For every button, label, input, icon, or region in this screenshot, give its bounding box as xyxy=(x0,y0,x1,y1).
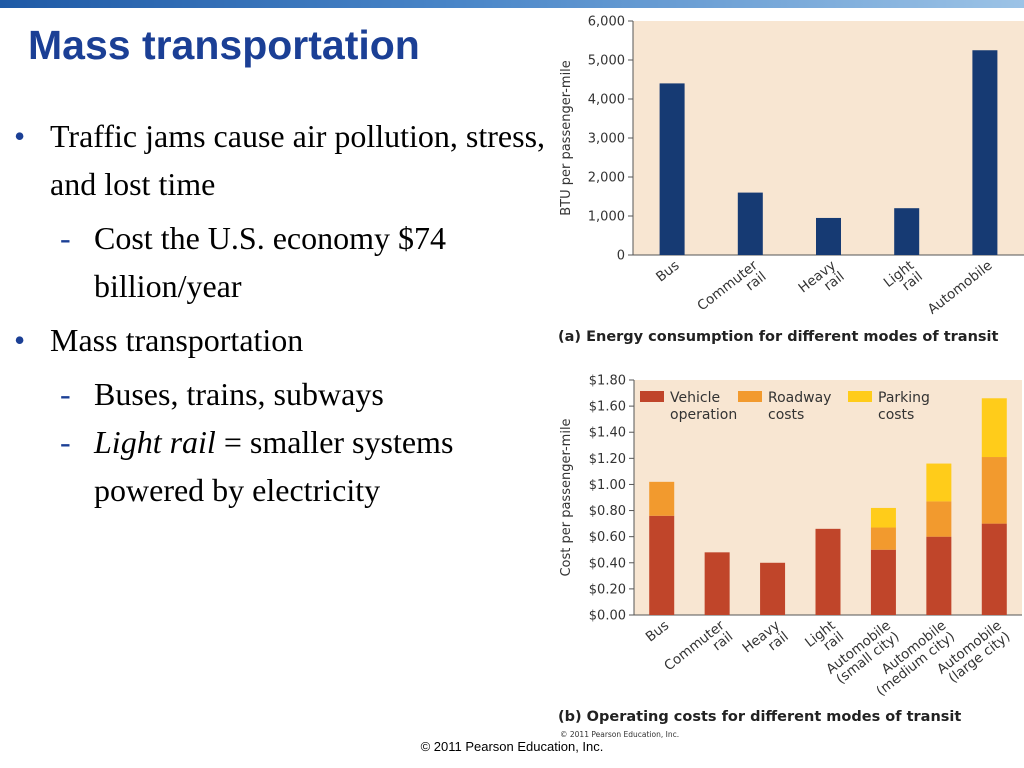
legend-label: Parking xyxy=(878,390,930,406)
bar-segment xyxy=(926,536,952,615)
bar xyxy=(737,192,763,255)
bar-segment xyxy=(926,501,952,537)
x-tick-label-line: Automobile xyxy=(925,258,996,318)
bullet-marker: - xyxy=(60,376,71,412)
x-tick-label: Automobile xyxy=(925,258,996,318)
bullet-text: Traffic jams cause air pollution, stress… xyxy=(50,118,546,202)
y-axis-label: BTU per passenger-mile xyxy=(559,60,574,216)
bullet-marker: - xyxy=(60,424,71,460)
x-tick-label: Bus xyxy=(643,618,672,646)
legend-swatch xyxy=(848,391,872,402)
bullet-item-2: - Cost the U.S. economy $74 billion/year xyxy=(14,214,554,310)
energy-consumption-chart: 0 1,000 2,000 3,000 4,000 5,000 6,000 BTU per p… xyxy=(558,15,1024,345)
bullet-item-5: - Light rail = smaller systems powered by… xyxy=(14,418,554,514)
y-tick-label: 1,000 xyxy=(588,210,625,225)
bullet-marker: - xyxy=(60,220,71,256)
bar xyxy=(816,217,841,255)
operating-costs-chart: $0.00 $0.20 $0.40 $0.60 $0.80 $1.00 $1.20 $1.40… xyxy=(558,374,1022,739)
plot-background xyxy=(633,21,1024,255)
bar-segment xyxy=(649,515,675,615)
y-tick-label: $1.20 xyxy=(589,452,626,467)
bar-segment xyxy=(926,463,952,502)
chart-caption: (a) Energy consumption for different mod… xyxy=(558,329,998,345)
slide-title: Mass transportation xyxy=(28,22,420,68)
x-tick-label: Heavyrail xyxy=(795,258,847,308)
y-tick-label: $0.00 xyxy=(589,609,626,624)
bar xyxy=(894,208,920,255)
bullet-text: Buses, trains, subways xyxy=(94,376,384,412)
bar-segment xyxy=(870,527,896,550)
y-tick-label: 4,000 xyxy=(588,93,625,108)
legend-label: Roadway xyxy=(768,390,831,406)
y-tick-label: 0 xyxy=(617,249,625,264)
bullet-item-1: • Traffic jams cause air pollution, stres… xyxy=(14,112,554,208)
y-tick-label: 3,000 xyxy=(588,132,625,147)
bar xyxy=(659,83,685,256)
footer-copyright: © 2011 Pearson Education, Inc. xyxy=(420,739,604,754)
x-tick-label-line: Bus xyxy=(653,258,682,286)
bullet-marker: • xyxy=(14,118,26,154)
bar xyxy=(972,50,998,255)
bar-segment xyxy=(981,523,1007,615)
x-tick-label: Commuterrail xyxy=(661,617,736,685)
bar-segment xyxy=(649,481,675,516)
y-axis-label: Cost per passenger-mile xyxy=(559,418,574,576)
x-tick-label: Commuterrail xyxy=(694,257,769,325)
bar-segment xyxy=(704,552,730,615)
bar-segment xyxy=(760,562,786,615)
legend-label: costs xyxy=(768,407,804,423)
bullet-list: • Traffic jams cause air pollution, stres… xyxy=(14,112,554,514)
bullet-text: Cost the U.S. economy $74 billion/year xyxy=(94,220,446,304)
chart-copyright: © 2011 Pearson Education, Inc. xyxy=(560,730,679,739)
bar-segment xyxy=(870,549,896,615)
bar-segment xyxy=(870,507,896,528)
x-tick-label: Lightrail xyxy=(881,258,926,302)
legend-label: Vehicle xyxy=(670,390,720,406)
y-tick-label: 2,000 xyxy=(588,171,625,186)
bullet-item-4: - Buses, trains, subways xyxy=(14,370,554,418)
legend-label: costs xyxy=(878,407,914,423)
top-accent-bar xyxy=(0,0,1024,8)
chart-caption: (b) Operating costs for different modes … xyxy=(558,709,961,725)
bullet-item-3: • Mass transportation xyxy=(14,316,554,364)
y-tick-label: $0.60 xyxy=(589,530,626,545)
y-tick-label: 5,000 xyxy=(588,54,625,69)
y-tick-label: $0.20 xyxy=(589,582,626,597)
x-tick-label-line: Bus xyxy=(643,618,672,646)
bullet-marker: • xyxy=(14,322,26,358)
y-tick-label: $1.80 xyxy=(589,374,626,389)
y-tick-label: $1.60 xyxy=(589,400,626,415)
bullet-italic-text: Light rail xyxy=(94,424,216,460)
bullet-text: Mass transportation xyxy=(50,322,304,358)
legend-swatch xyxy=(640,391,664,402)
bar-segment xyxy=(981,457,1007,524)
legend-label: operation xyxy=(670,407,737,423)
y-tick-label: $1.00 xyxy=(589,478,626,493)
y-tick-label: $1.40 xyxy=(589,426,626,441)
legend-swatch xyxy=(738,391,762,402)
x-tick-label: Heavyrail xyxy=(740,618,792,668)
y-tick-label: $0.40 xyxy=(589,556,626,571)
bar-segment xyxy=(815,528,841,615)
x-tick-label: Bus xyxy=(653,258,682,286)
y-tick-label: $0.80 xyxy=(589,504,626,519)
bullet-text: = smaller systems powered by electricity xyxy=(94,424,454,508)
y-tick-label: 6,000 xyxy=(588,15,625,30)
bar-segment xyxy=(981,398,1007,458)
